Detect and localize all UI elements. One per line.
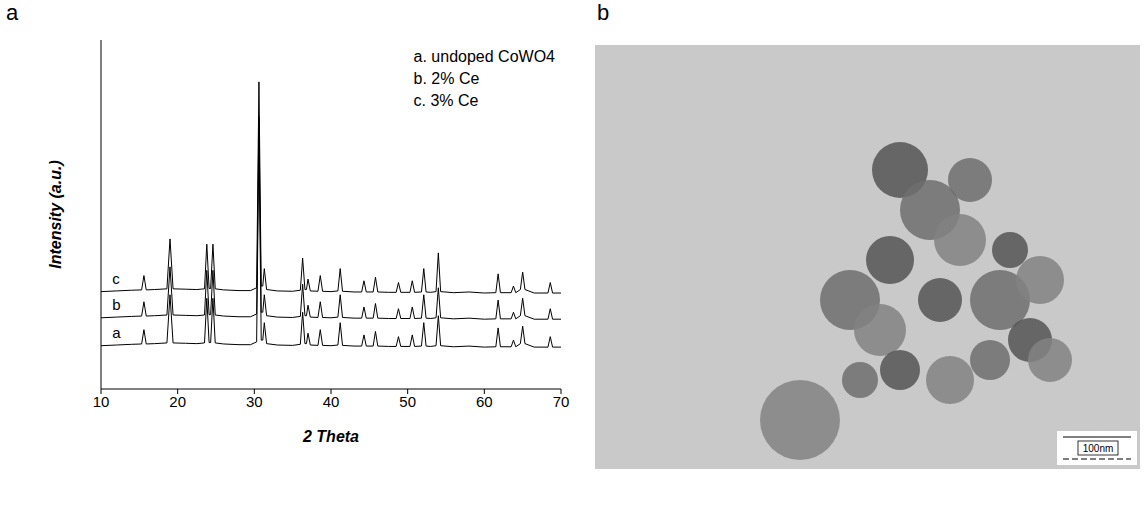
svg-text:60: 60 — [476, 393, 493, 410]
html-text:a. undoped CoWO4: a. undoped CoWO4 — [413, 48, 555, 65]
html-text:b: b — [597, 0, 610, 25]
svg-text:a: a — [112, 324, 121, 341]
svg-text:b: b — [112, 296, 120, 313]
html-text:a: a — [6, 0, 19, 25]
svg-text:50: 50 — [399, 393, 416, 410]
svg-text:100nm: 100nm — [1083, 443, 1114, 454]
html-text:b. 2% Ce: b. 2% Ce — [413, 70, 480, 87]
svg-text:Intensity (a.u.): Intensity (a.u.) — [47, 160, 64, 268]
svg-text:40: 40 — [323, 393, 340, 410]
svg-text:2 Theta: 2 Theta — [302, 428, 359, 445]
svg-text:10: 10 — [93, 393, 110, 410]
svg-text:20: 20 — [169, 393, 186, 410]
svg-text:c: c — [112, 270, 120, 287]
html-text:c. 3% Ce: c. 3% Ce — [413, 92, 479, 109]
svg-text:30: 30 — [246, 393, 263, 410]
svg-text:70: 70 — [553, 393, 570, 410]
